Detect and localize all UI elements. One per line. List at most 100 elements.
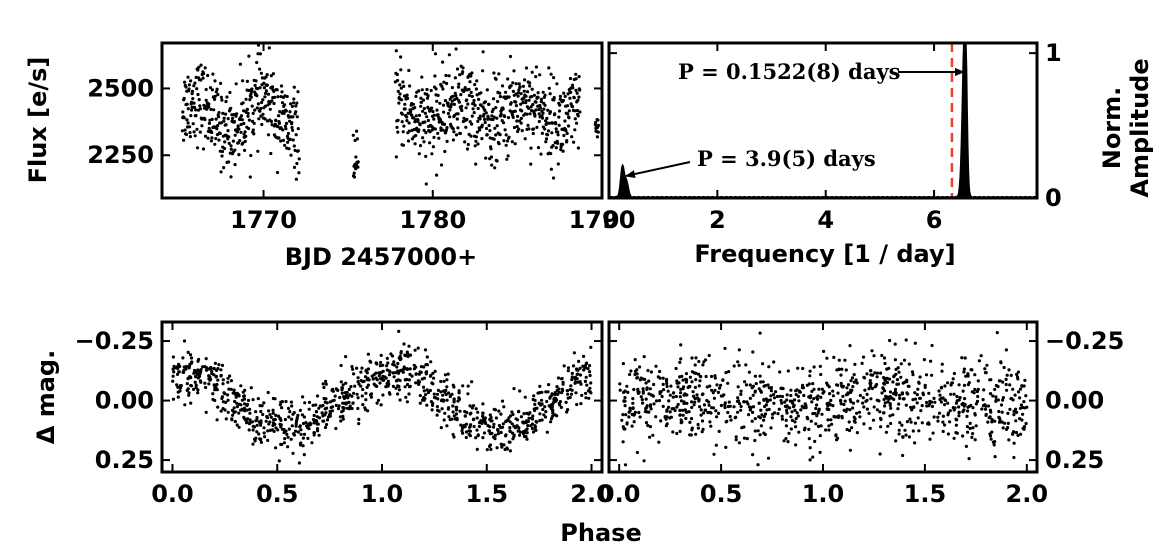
lightcurve-point — [263, 117, 267, 121]
lightcurve-point — [484, 156, 488, 160]
phase-short-point — [484, 421, 488, 425]
phase-short-point — [233, 419, 237, 424]
phase-long-point — [925, 400, 929, 405]
phase-long-point — [751, 405, 756, 409]
phase-long-point — [1008, 383, 1012, 387]
phase-short-point — [227, 387, 231, 391]
phase-long-point — [1025, 405, 1029, 409]
lightcurve-point — [450, 99, 454, 103]
lightcurve-point — [576, 114, 580, 118]
phase-long-point — [916, 387, 920, 391]
phase-short-point — [189, 356, 194, 360]
lightcurve-point — [296, 149, 300, 153]
phase-long-point — [999, 361, 1003, 365]
phase-long-point — [904, 338, 908, 342]
lightcurve-point — [528, 112, 532, 116]
lightcurve-point — [428, 130, 432, 134]
lightcurve-point — [524, 94, 528, 98]
phase-short-point — [251, 398, 255, 402]
phase-short-point — [488, 413, 492, 417]
phase-long-point — [889, 406, 893, 410]
lightcurve-point — [197, 65, 201, 69]
lightcurve-point — [474, 162, 478, 166]
phase-short-point — [266, 429, 270, 433]
phase-short-point — [359, 370, 363, 374]
phase-long-point — [623, 396, 627, 400]
phase-long-point — [913, 391, 917, 395]
phase-short-point — [477, 424, 481, 429]
lightcurve-point — [444, 128, 448, 132]
phase-long-point — [974, 402, 979, 406]
phase-short-point — [318, 404, 322, 408]
lightcurve-point — [226, 129, 230, 133]
phase-short-point — [241, 390, 245, 394]
phase-long-point — [696, 426, 701, 430]
lightcurve-point — [557, 109, 562, 113]
lightcurve-point — [485, 88, 489, 92]
lightcurve-point — [433, 74, 437, 78]
phase-short-point — [261, 412, 265, 417]
phase-long-point — [941, 414, 946, 418]
phase-long-point — [645, 387, 649, 391]
lightcurve-point — [497, 72, 501, 76]
phase-short-point — [269, 415, 273, 419]
lightcurve-point — [566, 124, 571, 128]
phase-long-point — [780, 394, 785, 399]
lightcurve-point — [279, 126, 283, 130]
phase-long-point — [640, 398, 644, 402]
phase-short-point — [352, 391, 356, 395]
phase-long-point — [848, 344, 852, 348]
phase-short-point — [374, 361, 378, 365]
lightcurve-point — [438, 101, 442, 105]
phase-short-point — [500, 425, 505, 429]
lightcurve-point — [185, 118, 189, 122]
phase-long-point — [835, 368, 839, 372]
lightcurve-point — [566, 112, 570, 116]
phase-short-point — [396, 384, 400, 388]
lightcurve-point — [596, 118, 600, 122]
phase-long-point — [736, 385, 740, 389]
lightcurve-point — [504, 143, 508, 147]
phase-short-point — [331, 399, 335, 403]
phase-long-point — [819, 395, 823, 399]
lightcurve-xlabel: BJD 2457000+ — [285, 243, 478, 271]
phase-long-point — [982, 388, 986, 392]
phase-short-point — [280, 400, 284, 404]
phase-short-point — [179, 384, 183, 388]
lightcurve-point — [245, 79, 249, 83]
phase-short-point — [245, 403, 249, 408]
lightcurve-point — [213, 142, 217, 146]
phase-long-xtick-label: 1.0 — [802, 480, 845, 508]
lightcurve-point — [570, 105, 575, 109]
lightcurve-point — [488, 129, 492, 133]
periodogram-ylabel-line2: Amplitude — [1126, 58, 1154, 197]
phase-long-point — [679, 421, 683, 425]
annotation-long-period: P = 3.9(5) days — [697, 146, 876, 171]
lightcurve-point — [189, 100, 194, 104]
lightcurve-point — [239, 114, 244, 118]
lightcurve-point — [568, 76, 573, 81]
phase-long-point — [751, 453, 755, 457]
phase-short-point — [216, 405, 220, 409]
phase-short-point — [353, 384, 357, 388]
phase-long-point — [831, 389, 835, 393]
phase-short-point — [355, 392, 359, 396]
phase-long-point — [808, 369, 812, 373]
lightcurve-point — [556, 130, 560, 134]
phase-short-point — [235, 423, 239, 427]
lightcurve-point — [417, 113, 422, 117]
phase-short-point — [452, 414, 456, 418]
phase-short-point — [533, 402, 537, 406]
phase-long-point — [984, 404, 988, 408]
phase-long-point — [620, 418, 624, 422]
phase-long-point — [851, 385, 855, 389]
periodogram-frame — [607, 41, 1039, 200]
phase-long-point — [736, 410, 740, 414]
lightcurve-point — [496, 99, 500, 104]
lightcurve-point — [527, 106, 531, 110]
lightcurve-point — [441, 128, 445, 132]
phase-long-point — [676, 385, 680, 389]
phase-short-point — [417, 380, 422, 384]
phase-short-point — [340, 391, 344, 395]
phase-long-point — [979, 354, 983, 358]
